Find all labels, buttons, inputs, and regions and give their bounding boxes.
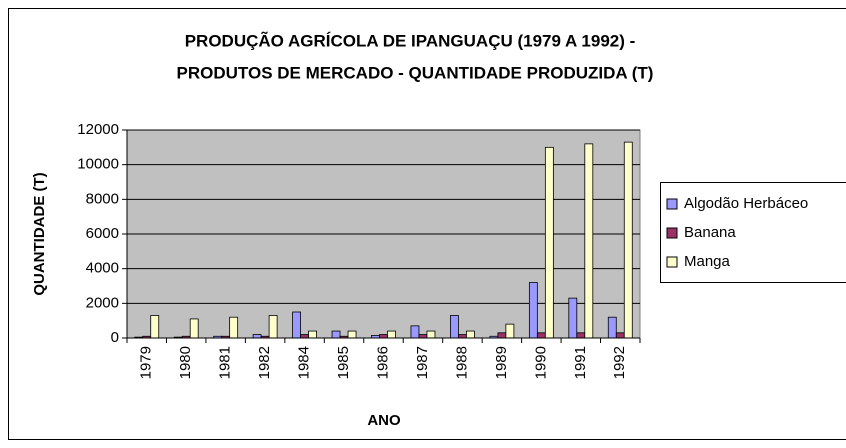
chart-title: PRODUTOS DE MERCADO - QUANTIDADE PRODUZI… [177,63,654,82]
x-tick-label: 1992 [611,346,628,379]
bar [576,332,586,339]
bar [268,315,278,339]
bar [308,330,317,339]
bar [466,330,475,339]
bar [528,282,538,339]
x-tick-label: 1987 [414,346,431,379]
bar [292,311,301,339]
x-tick-label: 1979 [138,346,155,379]
y-tick-label: 4000 [86,260,119,277]
legend-label: Manga [684,253,731,270]
x-tick-label: 1982 [256,346,273,379]
x-tick-label: 1980 [177,346,194,379]
x-tick-label: 1984 [296,346,313,379]
x-tick-label: 1991 [572,346,589,379]
y-tick-label: 10000 [77,156,119,173]
bar [189,318,199,339]
bar [379,334,388,339]
bar [410,325,420,339]
x-tick-label: 1988 [453,346,470,379]
x-axis-title: ANO [367,412,401,429]
bar [568,297,578,339]
chart-title: PRODUÇÃO AGRÍCOLA DE IPANGUAÇU (1979 A 1… [185,30,636,50]
legend-swatch [666,198,678,210]
bar [331,330,341,339]
bar [623,141,633,339]
bar [505,323,515,339]
bar [229,316,239,339]
bar [418,334,428,339]
bar [450,315,459,339]
x-tick-label: 1985 [335,346,352,379]
bar [426,330,436,339]
legend-swatch [666,256,678,268]
legend-label: Banana [684,224,736,241]
bar [584,143,594,339]
y-tick-label: 8000 [86,190,119,207]
bar [347,330,357,339]
bar [300,334,309,339]
bar [458,334,467,339]
legend-label: Algodão Herbáceo [684,195,808,212]
y-tick-label: 2000 [86,294,119,311]
bar [544,146,554,339]
legend-box [660,182,846,283]
y-tick-label: 12000 [77,121,119,138]
bar [150,315,160,339]
bar [497,332,507,339]
x-tick-label: 1986 [374,346,391,379]
legend-swatch [666,227,678,239]
y-tick-label: 0 [111,329,119,346]
bar [607,316,617,339]
x-tick-label: 1989 [493,346,510,379]
x-tick-label: 1981 [217,346,234,379]
bar [615,332,625,339]
bar [252,334,262,339]
x-tick-label: 1990 [532,346,549,379]
bar [387,330,396,339]
bar [536,332,546,339]
y-axis-title: QUANTIDADE (T) [31,172,48,295]
y-tick-label: 6000 [86,225,119,242]
